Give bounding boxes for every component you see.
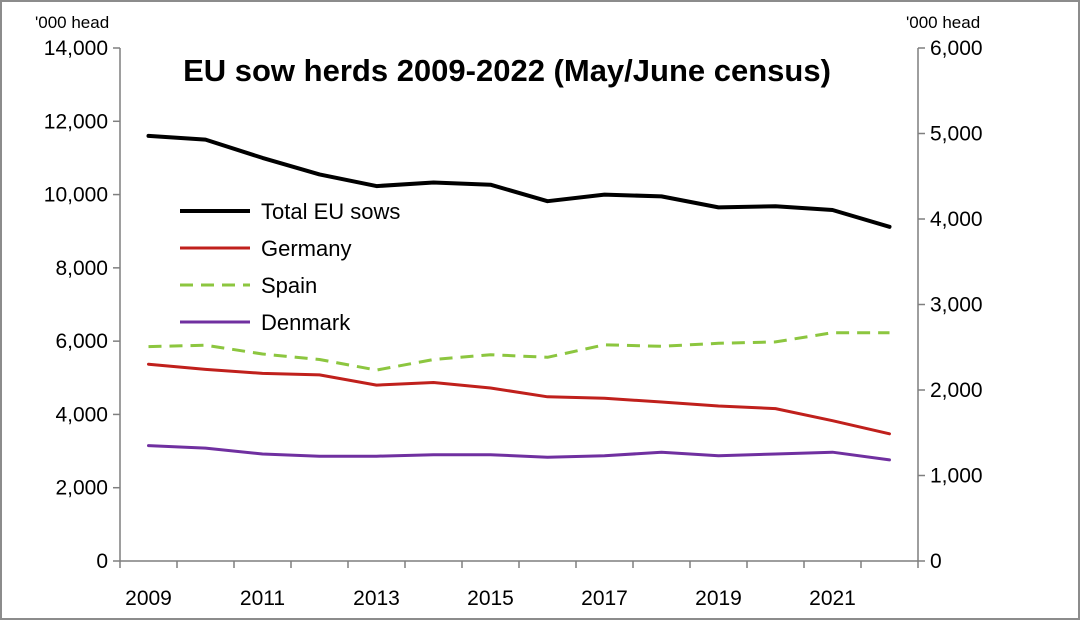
legend-label: Germany [261, 236, 351, 261]
series-lines [146, 133, 892, 462]
x-tick-label: 2015 [467, 587, 514, 610]
x-tick-label: 2011 [240, 587, 285, 610]
y-left-tick-label: 0 [96, 550, 108, 573]
x-tick-label: 2009 [125, 587, 172, 610]
chart-title: EU sow herds 2009-2022 (May/June census) [183, 53, 831, 88]
legend-label: Denmark [261, 310, 351, 335]
y-right-tick-label: 5,000 [930, 123, 983, 146]
y-right-tick-label: 0 [930, 550, 942, 573]
y-left-tick-label: 12,000 [44, 110, 108, 133]
y-left-tick-label: 6,000 [55, 330, 108, 353]
y-left-tick-label: 2,000 [55, 477, 108, 500]
legend: Total EU sows Germany Spain Denmark [180, 199, 400, 335]
y-left-tick-label: 14,000 [44, 37, 108, 60]
series-line-total-eu-sows [146, 133, 892, 229]
y-left-unit-label: '000 head [35, 13, 109, 32]
x-tick-label: 2013 [353, 587, 400, 610]
x-tick-label: 2019 [695, 587, 742, 610]
y-left-tick-label: 4,000 [55, 403, 108, 426]
y-left-tick-label: 10,000 [44, 184, 108, 207]
legend-label: Total EU sows [261, 199, 400, 224]
axes: 0 2,000 4,000 6,000 8,000 10,000 12,000 14,000 0… [44, 37, 983, 610]
y-right-tick-label: 2,000 [930, 379, 983, 402]
y-right-unit-label: '000 head [906, 13, 980, 32]
y-right-tick-label: 3,000 [930, 294, 983, 317]
legend-label: Spain [261, 273, 317, 298]
y-right-tick-label: 1,000 [930, 465, 983, 488]
series-line-denmark [147, 444, 891, 462]
y-right-tick-label: 6,000 [930, 37, 983, 60]
y-right-tick-label: 4,000 [930, 208, 983, 231]
series-line-germany [147, 362, 891, 436]
series-line-spain [148, 331, 890, 372]
y-left-tick-label: 8,000 [55, 257, 108, 280]
x-tick-label: 2017 [581, 587, 628, 610]
x-tick-label: 2021 [809, 587, 856, 610]
